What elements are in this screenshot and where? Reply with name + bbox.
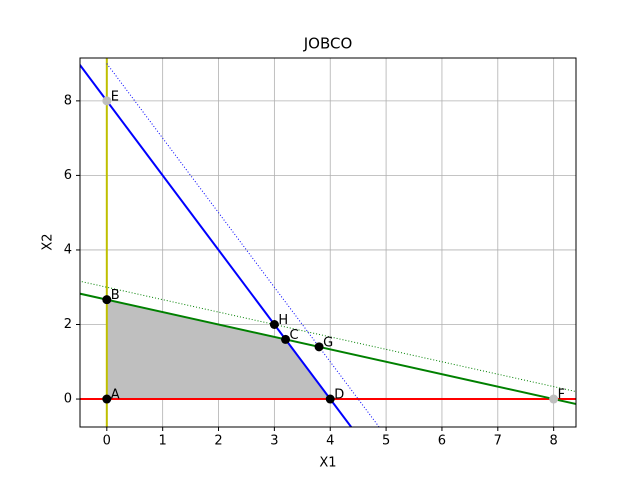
x-axis-label: X1 [319,456,336,471]
point-marker [269,320,279,329]
constraint-line [80,292,576,406]
y-axis-label: X2 [41,233,56,250]
x-tick-label: 7 [494,434,502,449]
x-tick-label: 6 [438,434,446,449]
x-tick-label: 8 [550,434,558,449]
constraint-line [106,63,380,427]
y-tick-label: 2 [64,317,72,332]
point-label: G [323,335,333,350]
axes-frame [79,57,577,428]
x-tick-label: 1 [159,434,167,449]
x-tick-label: 3 [270,434,278,449]
point-marker [102,96,112,106]
x-tick-label: 2 [214,434,222,449]
point-label: B [111,288,120,303]
point-label: D [334,388,344,403]
point-marker [102,394,112,404]
y-tick-label: 8 [64,93,72,108]
y-tick-label: 4 [64,242,72,257]
point-marker [325,394,335,404]
y-tick-label: 0 [64,392,72,407]
point-marker [102,295,112,305]
point-label: F [558,388,565,403]
x-tick-label: 4 [326,434,334,449]
point-label: A [111,388,120,403]
x-tick-label: 0 [103,434,111,449]
chart-title: JOBCO [303,35,353,53]
x-tick-label: 5 [382,434,390,449]
feasible-region [106,299,331,400]
plot-area [80,58,576,427]
point-label: H [278,313,288,328]
constraint-line [80,63,353,427]
point-label: C [290,328,299,343]
point-marker [549,394,559,404]
constraint-line [80,280,576,393]
point-marker [314,342,324,352]
point-label: E [111,89,119,104]
y-tick-label: 6 [64,168,72,183]
point-marker [281,334,291,344]
